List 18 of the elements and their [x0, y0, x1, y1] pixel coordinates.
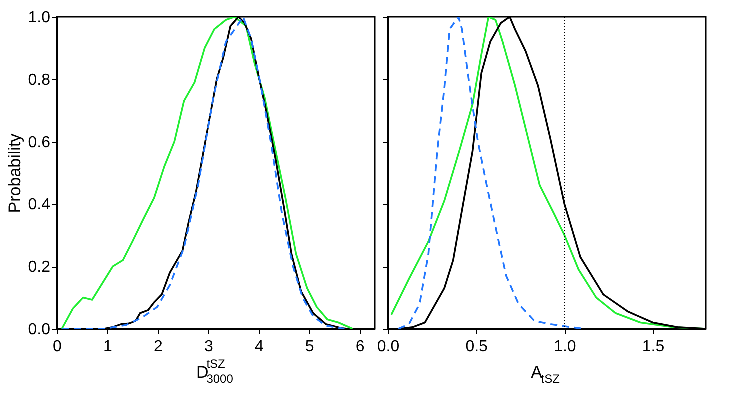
- x-tick-label: 5: [305, 338, 314, 356]
- x-tick-label: 3: [204, 338, 214, 356]
- y-tick-label: 0.0: [28, 322, 51, 338]
- x-tick-label: 4: [254, 338, 264, 356]
- x-tick-label: 1.0: [554, 338, 576, 356]
- x-tick-label: 0.0: [377, 338, 400, 356]
- y-tick-label: 0.2: [28, 259, 51, 276]
- y-tick-label: 0.8: [28, 72, 51, 89]
- y-axis-title: Probability: [5, 133, 24, 214]
- x-tick-label: 6: [356, 338, 365, 356]
- x-tick-label: 0: [53, 338, 62, 356]
- x-tick-label: 0.5: [466, 338, 488, 356]
- y-tick-label: 0.6: [28, 134, 51, 152]
- x-tick-label: 1: [104, 338, 113, 356]
- y-tick-label: 0.4: [28, 196, 51, 214]
- x-tick-label: 2: [154, 338, 163, 356]
- y-tick-label: 1.0: [28, 10, 51, 26]
- x-tick-label: 1.5: [642, 338, 665, 356]
